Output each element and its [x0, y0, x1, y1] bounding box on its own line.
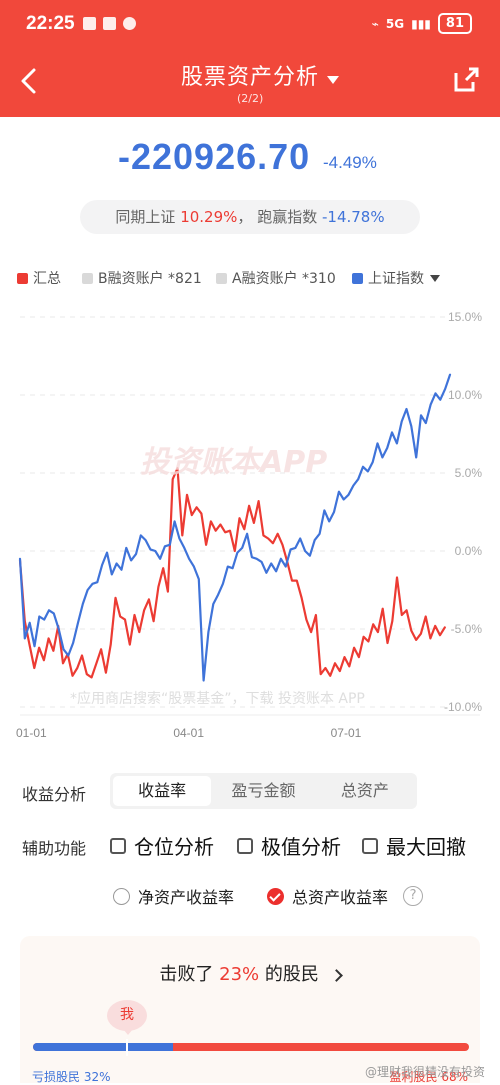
total-asset-return-radio[interactable]: 总资产收益率 ?	[267, 884, 424, 908]
radio-label: 总资产收益率	[292, 888, 389, 907]
help-icon[interactable]: ?	[403, 886, 424, 906]
legend-swatch	[82, 272, 93, 284]
chevron-right-icon	[329, 969, 343, 982]
radio-unchecked-icon[interactable]	[113, 887, 130, 905]
extreme-analysis-checkbox[interactable]: 极值分析	[237, 831, 341, 860]
loss-percent: 32%	[83, 1070, 111, 1084]
y-tick-label: -5.0%	[451, 622, 483, 636]
return-type-radios: 净资产收益率 总资产收益率 ?	[113, 884, 443, 914]
network-label: 5G	[385, 16, 405, 31]
checkbox-icon[interactable]	[110, 837, 126, 854]
legend-item-b-account[interactable]: B融资账户 *821	[82, 268, 202, 288]
checkbox-label: 最大回撤	[386, 835, 466, 859]
tab-return-rate[interactable]: 收益率	[113, 776, 212, 806]
line-chart-svg: 15.0% 10.0% 5.0% 0.0% -5.0% -10.0% 01-01 04-01 0…	[16, 310, 483, 740]
back-icon[interactable]	[17, 66, 41, 96]
return-chart: 15.0% 10.0% 5.0% 0.0% -5.0% -10.0% 01-01 04-01 0…	[0, 300, 500, 750]
profit-investors-label: 盈利股民 68%	[389, 1068, 468, 1085]
ranking-card[interactable]: 击败了 23% 的股民 我 亏损股民 32% 盈利股民 68%	[20, 936, 480, 1085]
x-tick-label: 07-01	[331, 726, 362, 740]
compare-value: 10.29%	[180, 208, 238, 226]
index-compare-pill: 同期上证 10.29%， 跑赢指数 -14.78%	[80, 200, 420, 234]
analysis-tabs: 收益率 盈亏金额 总资产	[110, 773, 417, 809]
beat-label: 跑赢指数	[257, 208, 318, 226]
legend-label: A融资账户 *310	[232, 271, 336, 287]
position-analysis-checkbox[interactable]: 仓位分析	[110, 831, 214, 860]
x-tick-label: 01-01	[16, 726, 47, 740]
summary-return-line	[18, 467, 446, 679]
battery-indicator: 81	[437, 13, 472, 34]
legend-item-shanghai-index[interactable]: 上证指数	[352, 268, 440, 288]
legend-swatch	[216, 272, 227, 284]
loss-investors-label: 亏损股民 32%	[32, 1068, 111, 1085]
weibo-watermark: @理财我很精没有投资	[365, 1065, 486, 1079]
x-tick-label: 04-01	[173, 726, 204, 740]
nav-bar: 股票资产分析 (2/2)	[0, 54, 500, 108]
max-drawdown-checkbox[interactable]: 最大回撤	[362, 831, 466, 860]
tab-profit-loss[interactable]: 盈亏金额	[231, 781, 296, 800]
y-tick-label: -10.0%	[444, 700, 482, 714]
y-tick-label: 0.0%	[455, 544, 483, 558]
legend-label: 上证指数	[368, 271, 424, 287]
net-asset-return-radio[interactable]: 净资产收益率	[113, 884, 234, 908]
legend-dropdown-icon[interactable]	[430, 274, 440, 282]
loss-investors-fill	[33, 1043, 173, 1051]
analysis-label: 收益分析	[22, 785, 87, 804]
my-position-marker: 我	[107, 1000, 147, 1035]
beat-value: -14.78%	[321, 208, 385, 226]
radio-label: 净资产收益率	[138, 888, 235, 907]
checkbox-label: 极值分析	[261, 835, 341, 859]
legend-swatch	[17, 272, 28, 284]
notification-icon	[103, 17, 116, 30]
status-right: ⌁ 5G ▮▮▮ 81	[372, 13, 472, 34]
title-dropdown-icon[interactable]	[327, 76, 339, 84]
total-profit-amount: -220926.70	[118, 136, 311, 177]
aux-label: 辅助功能	[22, 839, 87, 858]
legend-item-summary[interactable]: 汇总	[17, 268, 61, 288]
total-profit-percent: -4.49%	[323, 153, 377, 172]
beat-suffix: 的股民	[264, 964, 319, 985]
checkbox-icon[interactable]	[237, 837, 253, 854]
beat-percent: 23%	[219, 964, 260, 985]
legend-swatch	[352, 272, 363, 284]
compare-prefix: 同期上证	[115, 208, 176, 226]
legend-label: B融资账户 *821	[98, 271, 202, 287]
notification-icon	[83, 17, 96, 30]
profit-percent: 68%	[441, 1070, 468, 1084]
legend-label: 汇总	[33, 271, 61, 287]
chart-legend: 汇总 B融资账户 *821 A融资账户 *310 上证指数	[17, 268, 487, 292]
signal-icon: ▮▮▮	[411, 16, 431, 31]
status-time: 22:25	[26, 13, 75, 34]
beat-percent-title[interactable]: 击败了 23% 的股民	[20, 960, 480, 986]
checkbox-icon[interactable]	[362, 837, 378, 854]
page-title: 股票资产分析	[181, 65, 320, 90]
status-bar: 22:25 ⌁ 5G ▮▮▮ 81	[0, 0, 500, 50]
y-tick-label: 10.0%	[448, 388, 482, 402]
legend-item-a-account[interactable]: A融资账户 *310	[216, 268, 336, 288]
profit-label-text: 盈利股民	[389, 1070, 438, 1084]
share-icon[interactable]	[452, 66, 480, 94]
wifi-icon: ⌁	[371, 16, 379, 31]
header-bar: 22:25 ⌁ 5G ▮▮▮ 81 股票资产分析 (2/2)	[0, 0, 500, 117]
tab-total-assets[interactable]: 总资产	[340, 781, 389, 800]
compare-separator: ，	[237, 208, 253, 226]
app-icon	[123, 17, 136, 30]
y-tick-label: 15.0%	[448, 310, 482, 324]
y-tick-label: 5.0%	[455, 466, 483, 480]
loss-label-text: 亏损股民	[32, 1070, 81, 1084]
aux-checkboxes: 仓位分析 极值分析 最大回撤	[110, 831, 490, 861]
radio-checked-icon[interactable]	[267, 887, 284, 905]
investor-ranking-bar	[33, 1043, 469, 1051]
beat-prefix: 击败了	[159, 964, 214, 985]
shanghai-index-line	[18, 373, 452, 682]
ranking-position-line	[126, 1039, 128, 1056]
checkbox-label: 仓位分析	[134, 835, 214, 859]
page-indicator: (2/2)	[237, 92, 264, 105]
